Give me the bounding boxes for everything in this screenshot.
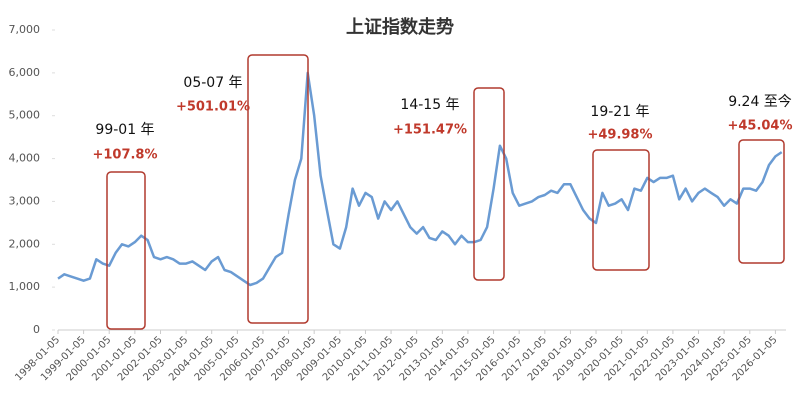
change-label: +151.47% xyxy=(393,123,467,138)
highlight-box xyxy=(106,171,146,330)
change-label: +49.98% xyxy=(587,128,652,143)
period-label: 14-15 年 xyxy=(400,97,459,113)
period-label: 99-01 年 xyxy=(95,122,154,138)
period-label: 05-07 年 xyxy=(183,75,242,91)
y-tick-label: 5,000 xyxy=(9,109,41,122)
period-label: 19-21 年 xyxy=(590,104,649,120)
y-tick-label: 2,000 xyxy=(9,237,41,250)
change-label: +107.8% xyxy=(92,148,157,163)
highlight-box xyxy=(473,87,505,281)
y-tick-label: 1,000 xyxy=(9,280,41,293)
price-line xyxy=(57,71,783,287)
y-tick-label: 4,000 xyxy=(9,152,41,165)
highlight-box xyxy=(247,54,309,324)
highlight-box xyxy=(738,139,785,264)
y-tick-label: 3,000 xyxy=(9,194,41,207)
y-tick-label: 0 xyxy=(33,323,40,336)
change-label: +501.01% xyxy=(176,100,250,115)
y-tick-label: 7,000 xyxy=(9,23,41,36)
period-label: 9.24 至今 xyxy=(728,94,792,110)
highlight-box xyxy=(592,149,650,271)
y-tick-label: 6,000 xyxy=(9,66,41,79)
chart-title: 上证指数走势 xyxy=(346,16,454,38)
change-label: +45.04% xyxy=(727,119,792,134)
